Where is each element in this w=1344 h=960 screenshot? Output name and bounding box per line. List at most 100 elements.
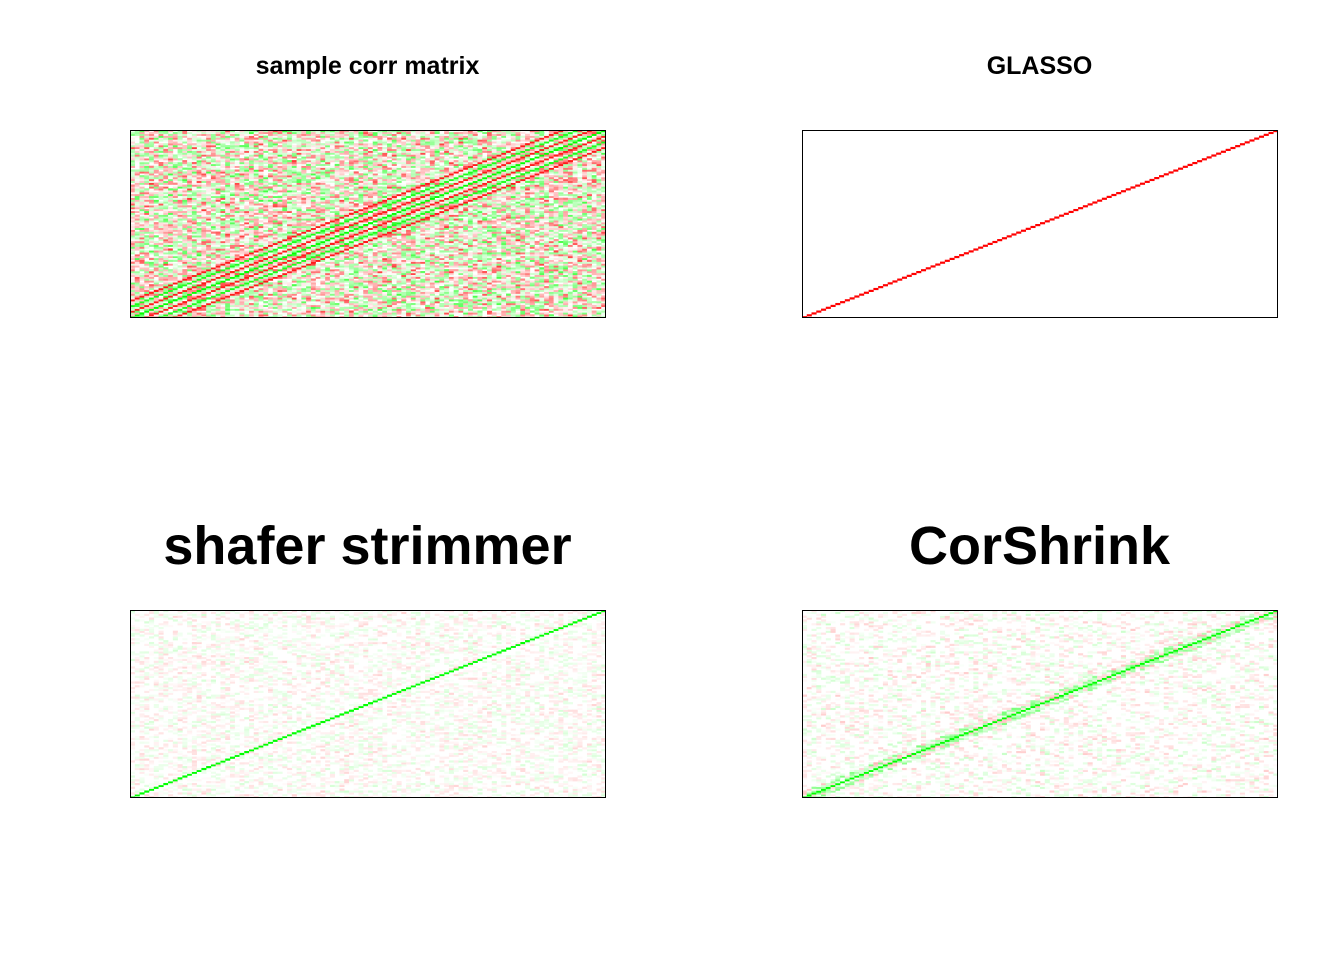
heatmap-cell (149, 150, 155, 153)
heatmap-cell (272, 242, 278, 245)
heatmap-cell (229, 152, 236, 155)
heatmap-cell (187, 207, 193, 210)
heatmap-cell (334, 302, 340, 306)
heatmap-cell (287, 169, 293, 172)
heatmap-cell (372, 131, 378, 135)
heatmap-cell (353, 214, 359, 217)
heatmap-cell (130, 156, 136, 159)
heatmap-cell (272, 161, 278, 165)
heatmap-cell (249, 239, 255, 242)
heatmap-cell (239, 173, 245, 176)
heatmap-cell (134, 216, 140, 219)
heatmap-cell (315, 308, 321, 311)
heatmap-cell (134, 182, 140, 185)
heatmap-cell (210, 197, 216, 200)
heatmap-cell (253, 250, 259, 253)
heatmap-cell (353, 197, 359, 200)
heatmap-cell (187, 146, 193, 150)
heatmap-cell (244, 175, 250, 178)
heatmap-cell (339, 186, 345, 189)
heatmap-cell (253, 146, 259, 150)
heatmap-cell (244, 160, 250, 163)
heatmap-cell (210, 186, 216, 189)
heatmap-cell (268, 160, 274, 163)
heatmap-cell (206, 229, 212, 232)
heatmap-cell (329, 137, 335, 140)
heatmap-cell (368, 143, 374, 146)
heatmap-cell (149, 299, 155, 302)
heatmap-cell (382, 299, 388, 302)
heatmap-cell (348, 182, 355, 185)
heatmap-cell (377, 201, 383, 204)
heatmap-cell (358, 180, 364, 183)
heatmap-cell (272, 212, 278, 215)
heatmap-cell (320, 130, 326, 133)
heatmap-cell (130, 304, 136, 308)
heatmap-cell (215, 308, 221, 311)
heatmap-cell (244, 237, 250, 240)
heatmap-cell (296, 224, 302, 227)
heatmap-cell (353, 208, 359, 212)
heatmap-cell (206, 180, 212, 183)
heatmap-cell (210, 222, 216, 225)
heatmap-cell (372, 229, 378, 232)
heatmap-cell (301, 197, 307, 200)
heatmap-cell (225, 175, 231, 178)
heatmap-cell (277, 163, 283, 167)
heatmap-cell (334, 130, 340, 133)
heatmap-cell (163, 152, 169, 155)
heatmap-cell (172, 182, 178, 185)
heatmap-cell (372, 299, 378, 302)
heatmap-cell (163, 225, 169, 229)
heatmap-cell (320, 246, 326, 249)
heatmap-cell (315, 250, 321, 253)
heatmap-cell (206, 184, 212, 187)
heatmap-cell (158, 291, 164, 294)
heatmap-cell (315, 248, 321, 251)
heatmap-cell (196, 291, 202, 294)
heatmap-cell (168, 289, 174, 292)
heatmap-cell (268, 131, 274, 135)
heatmap-cell (220, 246, 226, 249)
heatmap-cell (253, 240, 259, 244)
heatmap-cell (168, 239, 174, 242)
heatmap-cell (220, 286, 226, 289)
heatmap-cell (187, 252, 193, 255)
heatmap-cell (334, 310, 340, 313)
heatmap-cell (149, 177, 155, 180)
heatmap-cell (144, 135, 150, 138)
heatmap-cell (358, 248, 364, 251)
heatmap-cell (163, 257, 169, 261)
heatmap-cell (253, 284, 259, 287)
heatmap-cell (325, 148, 331, 151)
heatmap-cell (168, 214, 174, 217)
heatmap-cell (363, 163, 369, 167)
heatmap-cell (272, 240, 278, 244)
heatmap-cell (234, 158, 240, 161)
heatmap-cell (244, 227, 250, 230)
heatmap-cell (306, 203, 312, 206)
heatmap-cell (134, 227, 140, 230)
heatmap-diagonal-cell (172, 299, 178, 302)
heatmap-cell (139, 131, 145, 135)
heatmap-cell (282, 261, 288, 264)
heatmap-cell (329, 267, 335, 270)
heatmap-cell (191, 293, 197, 296)
heatmap-cell (334, 220, 340, 223)
heatmap-cell (249, 233, 255, 236)
heatmap-cell (225, 259, 231, 262)
heatmap-cell (196, 184, 202, 187)
heatmap-cell (368, 274, 374, 277)
heatmap-cell (287, 154, 293, 157)
heatmap-cell (329, 156, 335, 159)
heatmap-cell (287, 229, 293, 232)
heatmap-cell (263, 231, 269, 234)
heatmap-cell (187, 248, 193, 251)
heatmap-cell (377, 180, 383, 183)
heatmap-cell (225, 195, 231, 198)
heatmap-cell (348, 237, 355, 240)
heatmap-cell (187, 214, 193, 217)
heatmap-cell (249, 152, 255, 155)
heatmap-cell (325, 146, 331, 150)
heatmap-cell (272, 130, 278, 133)
